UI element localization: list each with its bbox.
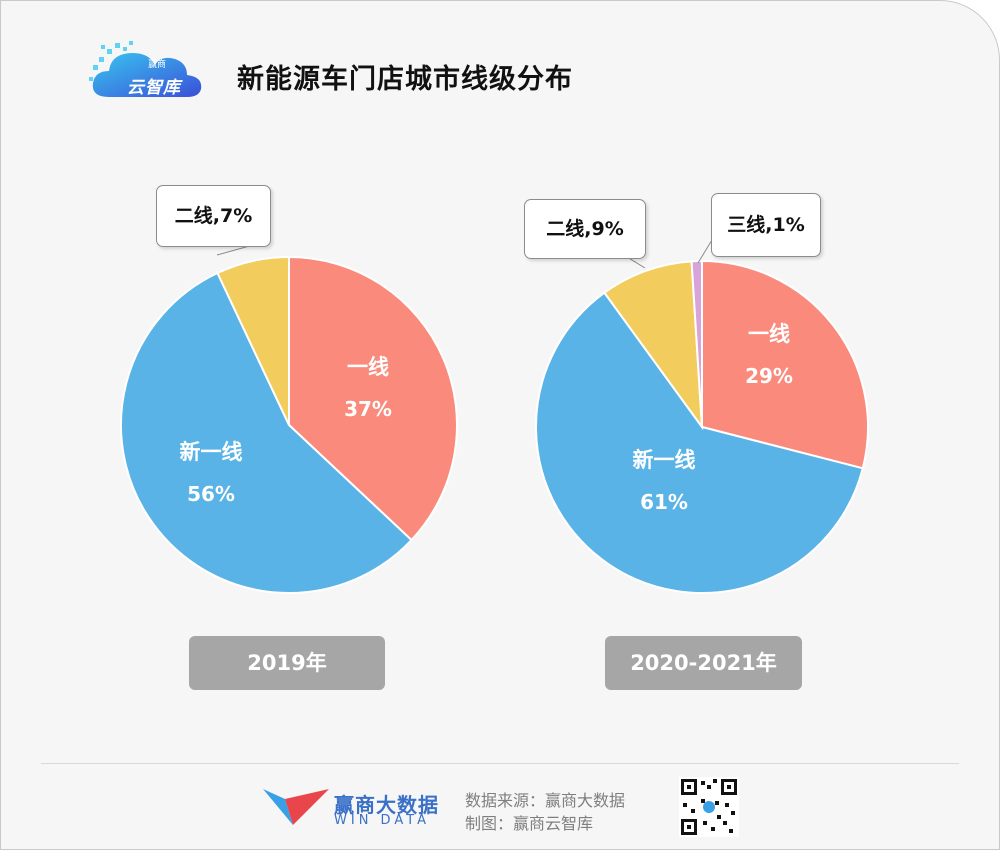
slice-label-1-1: 新一线 [633,448,696,472]
pie-slice-1-1 [535,291,865,594]
slice-label-0-0: 一线 [347,355,389,379]
pie-slice-1-2 [603,260,704,431]
callout-2020-tier3: 三线,1% [711,193,821,257]
slice-label-1-0: 一线 [748,322,790,346]
year-label-2020-2021: 2020-2021年 [605,636,802,690]
pie-slice-0-0 [288,255,458,542]
windata-logo-icon [263,789,329,825]
footer-divider [41,763,959,764]
pie-slice-1-0 [701,259,869,470]
slice-label-0-1: 新一线 [180,440,243,464]
callout-2019-tier2: 二线,7% [156,185,271,247]
pie-slice-0-2 [216,255,290,426]
qr-code-icon [679,777,739,837]
logo-text: 云智库 [127,78,181,98]
brand-name: 赢商大数据 [334,793,439,817]
chart-credit: 制图：赢商云智库 [465,814,594,833]
data-source: 数据来源：赢商大数据 [465,791,626,810]
pie-slice-0-1 [120,271,413,594]
brand-name-en: WIN DATA [334,813,431,828]
slice-value-0-0: 37% [344,397,392,421]
year-label-2019: 2019年 [189,636,385,690]
slice-value-1-1: 61% [640,490,688,514]
logo-sub-text: 赢商 [148,60,167,70]
slice-value-1-0: 29% [745,364,793,388]
page-title: 新能源车门店城市线级分布 [237,64,573,95]
pie-slice-1-3 [690,259,703,428]
slice-value-0-1: 56% [187,482,235,506]
callout-2020-tier2: 二线,9% [524,199,646,259]
cloud-logo-icon [89,41,202,97]
